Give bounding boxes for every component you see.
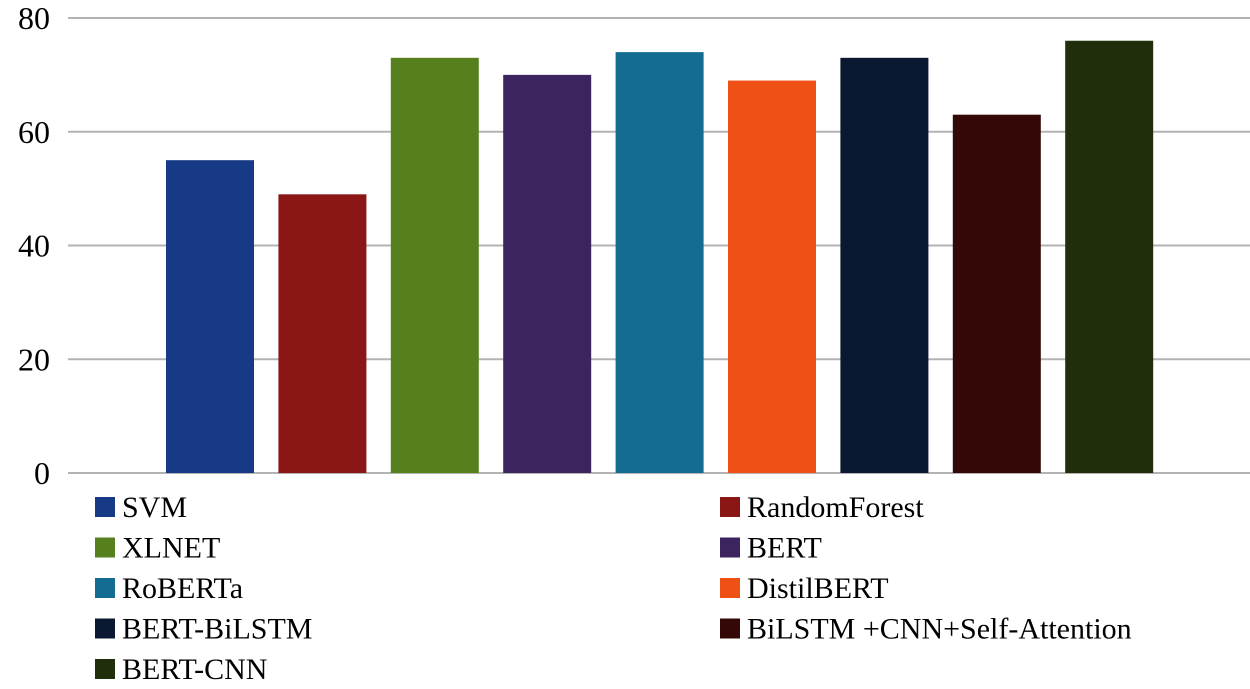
bar-bert-bilstm [840,57,929,473]
legend-item-bert-cnn: BERT-CNN [95,653,267,686]
bar-roberta [615,52,704,473]
y-tick-label: 60 [18,114,50,150]
legend-item-bilstm-cnn-self-attention: BiLSTM +CNN+Self-Attention [720,613,1132,646]
legend-label: BERT-CNN [122,653,267,686]
bar-bilstm-cnn-self-attention [952,114,1041,473]
legend-swatch [95,578,115,598]
bar-randomforest [278,194,367,473]
legend-item-bert: BERT [720,532,822,565]
legend-swatch [720,618,740,639]
bar-bert-cnn [1065,40,1154,473]
y-tick-label: 80 [18,0,50,36]
legend-item-bert-bilstm: BERT-BiLSTM [95,613,312,646]
legend-label: BiLSTM +CNN+Self-Attention [747,613,1132,646]
bar-svm [166,160,254,473]
legend-swatch [720,578,740,598]
legend-label: BERT [747,532,822,565]
legend-item-roberta: RoBERTa [95,572,243,605]
bar-distilbert [728,80,816,473]
legend-label: RandomForest [747,491,924,524]
legend-label: SVM [122,491,187,524]
legend-swatch [95,497,115,517]
bar-bert [503,74,592,473]
legend-swatch [95,659,115,679]
legend-swatch [720,537,740,558]
legend: SVM RandomForest XLNET BERT RoBERTa DistilBER… [95,491,1132,686]
y-tick-label: 40 [18,228,50,264]
legend-label: XLNET [122,532,220,565]
legend-item-distilbert: DistilBERT [720,572,889,605]
legend-label: BERT-BiLSTM [122,613,312,646]
legend-item-randomforest: RandomForest [720,491,924,524]
legend-swatch [95,537,115,558]
legend-item-svm: SVM [95,491,187,524]
legend-swatch [95,618,115,639]
legend-swatch [720,497,740,517]
y-axis-ticks: 0 20 40 60 80 [18,0,50,491]
legend-label: DistilBERT [747,572,889,605]
legend-item-xlnet: XLNET [95,532,220,565]
y-tick-label: 0 [34,455,50,491]
bars [166,40,1154,473]
legend-label: RoBERTa [122,572,243,605]
bar-xlnet [390,57,479,473]
y-tick-label: 20 [18,341,50,377]
